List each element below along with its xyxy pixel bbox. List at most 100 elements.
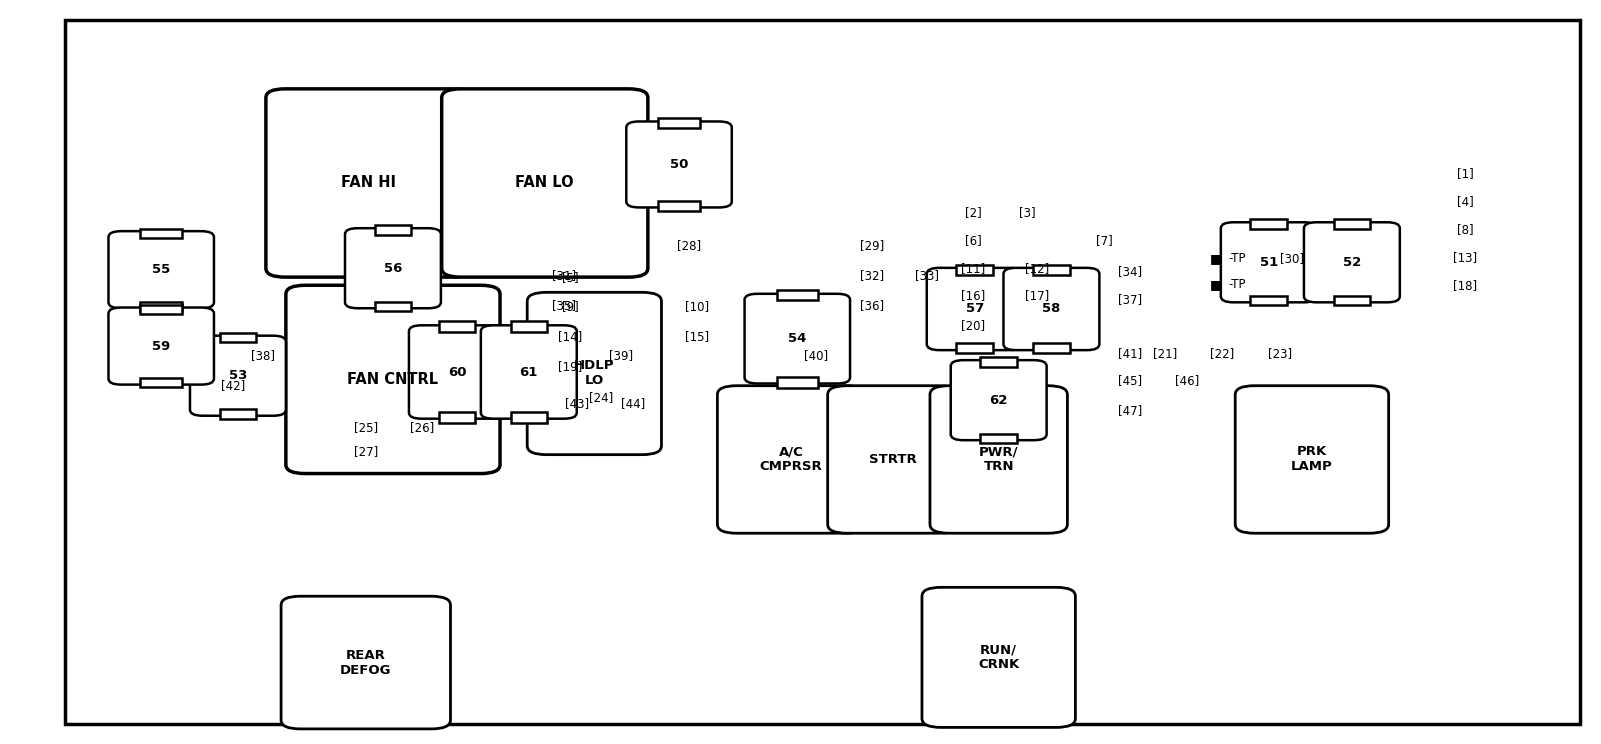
Text: [39]: [39] — [610, 349, 634, 362]
FancyBboxPatch shape — [344, 228, 440, 308]
Text: 52: 52 — [1343, 256, 1361, 269]
Bar — [1250, 219, 1287, 229]
Text: [24]: [24] — [589, 391, 613, 405]
Text: [5]: [5] — [562, 272, 578, 284]
Bar — [219, 333, 256, 342]
FancyBboxPatch shape — [1004, 268, 1100, 350]
Bar — [439, 412, 475, 423]
Text: [12]: [12] — [1025, 262, 1049, 275]
Bar — [511, 321, 548, 332]
Text: [19]: [19] — [559, 359, 583, 373]
Bar — [980, 357, 1017, 367]
Text: [3]: [3] — [1020, 206, 1036, 219]
Text: [30]: [30] — [1279, 252, 1303, 265]
Text: [35]: [35] — [552, 299, 576, 312]
Text: [28]: [28] — [677, 240, 701, 252]
Bar — [956, 344, 993, 353]
Bar — [219, 409, 256, 419]
Text: 62: 62 — [989, 394, 1009, 407]
Text: 53: 53 — [229, 369, 247, 382]
Text: FAN HI: FAN HI — [341, 176, 397, 190]
Bar — [141, 305, 183, 314]
Text: [22]: [22] — [1210, 347, 1234, 360]
Text: PWR/
TRN: PWR/ TRN — [978, 446, 1018, 473]
Bar — [956, 265, 993, 275]
Text: [43]: [43] — [565, 397, 589, 410]
Text: 54: 54 — [788, 332, 807, 345]
Text: FAN CNTRL: FAN CNTRL — [347, 372, 439, 387]
Text: [1]: [1] — [1457, 167, 1475, 180]
FancyBboxPatch shape — [717, 385, 865, 533]
Text: [21]: [21] — [1153, 347, 1177, 360]
Text: HDLP
LO: HDLP LO — [575, 359, 615, 388]
Text: [6]: [6] — [965, 234, 981, 246]
Text: [7]: [7] — [1095, 234, 1113, 246]
Bar — [141, 301, 183, 311]
Text: [20]: [20] — [961, 318, 985, 332]
Bar — [439, 321, 475, 332]
Text: [13]: [13] — [1454, 251, 1478, 263]
Text: [29]: [29] — [860, 240, 884, 252]
Text: [32]: [32] — [860, 269, 884, 282]
Bar — [511, 412, 548, 423]
Bar — [1250, 295, 1287, 305]
Text: [45]: [45] — [1117, 374, 1142, 388]
Text: [17]: [17] — [1025, 289, 1049, 302]
Text: [8]: [8] — [1457, 223, 1473, 236]
FancyBboxPatch shape — [1303, 222, 1399, 302]
FancyBboxPatch shape — [109, 231, 215, 308]
Text: REAR
DEFOG: REAR DEFOG — [339, 649, 392, 676]
Text: -TP: -TP — [1230, 278, 1246, 291]
Text: 50: 50 — [669, 158, 688, 171]
FancyBboxPatch shape — [922, 587, 1076, 728]
Bar — [980, 434, 1017, 443]
FancyBboxPatch shape — [951, 360, 1047, 440]
FancyBboxPatch shape — [287, 285, 500, 473]
Text: [26]: [26] — [410, 421, 434, 434]
Bar — [1334, 219, 1370, 229]
Text: 55: 55 — [152, 263, 170, 276]
Bar — [375, 301, 411, 311]
Text: [34]: [34] — [1117, 266, 1142, 278]
Text: [31]: [31] — [552, 269, 576, 282]
FancyBboxPatch shape — [1222, 222, 1316, 302]
Text: 59: 59 — [152, 339, 170, 353]
FancyBboxPatch shape — [930, 385, 1068, 533]
Text: [42]: [42] — [221, 379, 245, 392]
FancyBboxPatch shape — [109, 307, 215, 385]
Bar — [776, 289, 818, 301]
Bar — [776, 376, 818, 388]
FancyBboxPatch shape — [626, 121, 732, 208]
Text: 58: 58 — [1042, 303, 1060, 315]
FancyBboxPatch shape — [282, 596, 450, 729]
Text: [27]: [27] — [354, 445, 378, 458]
Text: [46]: [46] — [1175, 374, 1199, 388]
Text: [47]: [47] — [1117, 404, 1142, 417]
Text: [14]: [14] — [559, 330, 583, 343]
Text: 51: 51 — [1260, 256, 1278, 269]
Text: [18]: [18] — [1454, 279, 1478, 292]
Text: [23]: [23] — [1268, 347, 1292, 360]
Text: [40]: [40] — [804, 349, 829, 362]
Text: [36]: [36] — [860, 299, 884, 312]
FancyBboxPatch shape — [1236, 385, 1388, 533]
Text: [4]: [4] — [1457, 195, 1475, 208]
Text: STRTR: STRTR — [869, 453, 917, 466]
Text: [9]: [9] — [562, 301, 578, 313]
Text: [41]: [41] — [1117, 347, 1142, 360]
Text: ■: ■ — [1210, 252, 1222, 265]
FancyBboxPatch shape — [744, 294, 850, 383]
Text: [11]: [11] — [961, 262, 985, 275]
Bar — [141, 378, 183, 387]
Bar — [375, 225, 411, 235]
FancyBboxPatch shape — [480, 325, 576, 419]
Text: 57: 57 — [965, 303, 985, 315]
Text: [15]: [15] — [685, 330, 709, 343]
FancyBboxPatch shape — [266, 89, 472, 277]
Text: [33]: [33] — [914, 269, 938, 282]
Bar — [658, 118, 700, 128]
Text: 60: 60 — [448, 365, 466, 379]
FancyBboxPatch shape — [66, 20, 1580, 724]
Bar — [1033, 265, 1069, 275]
Text: [10]: [10] — [685, 301, 709, 313]
